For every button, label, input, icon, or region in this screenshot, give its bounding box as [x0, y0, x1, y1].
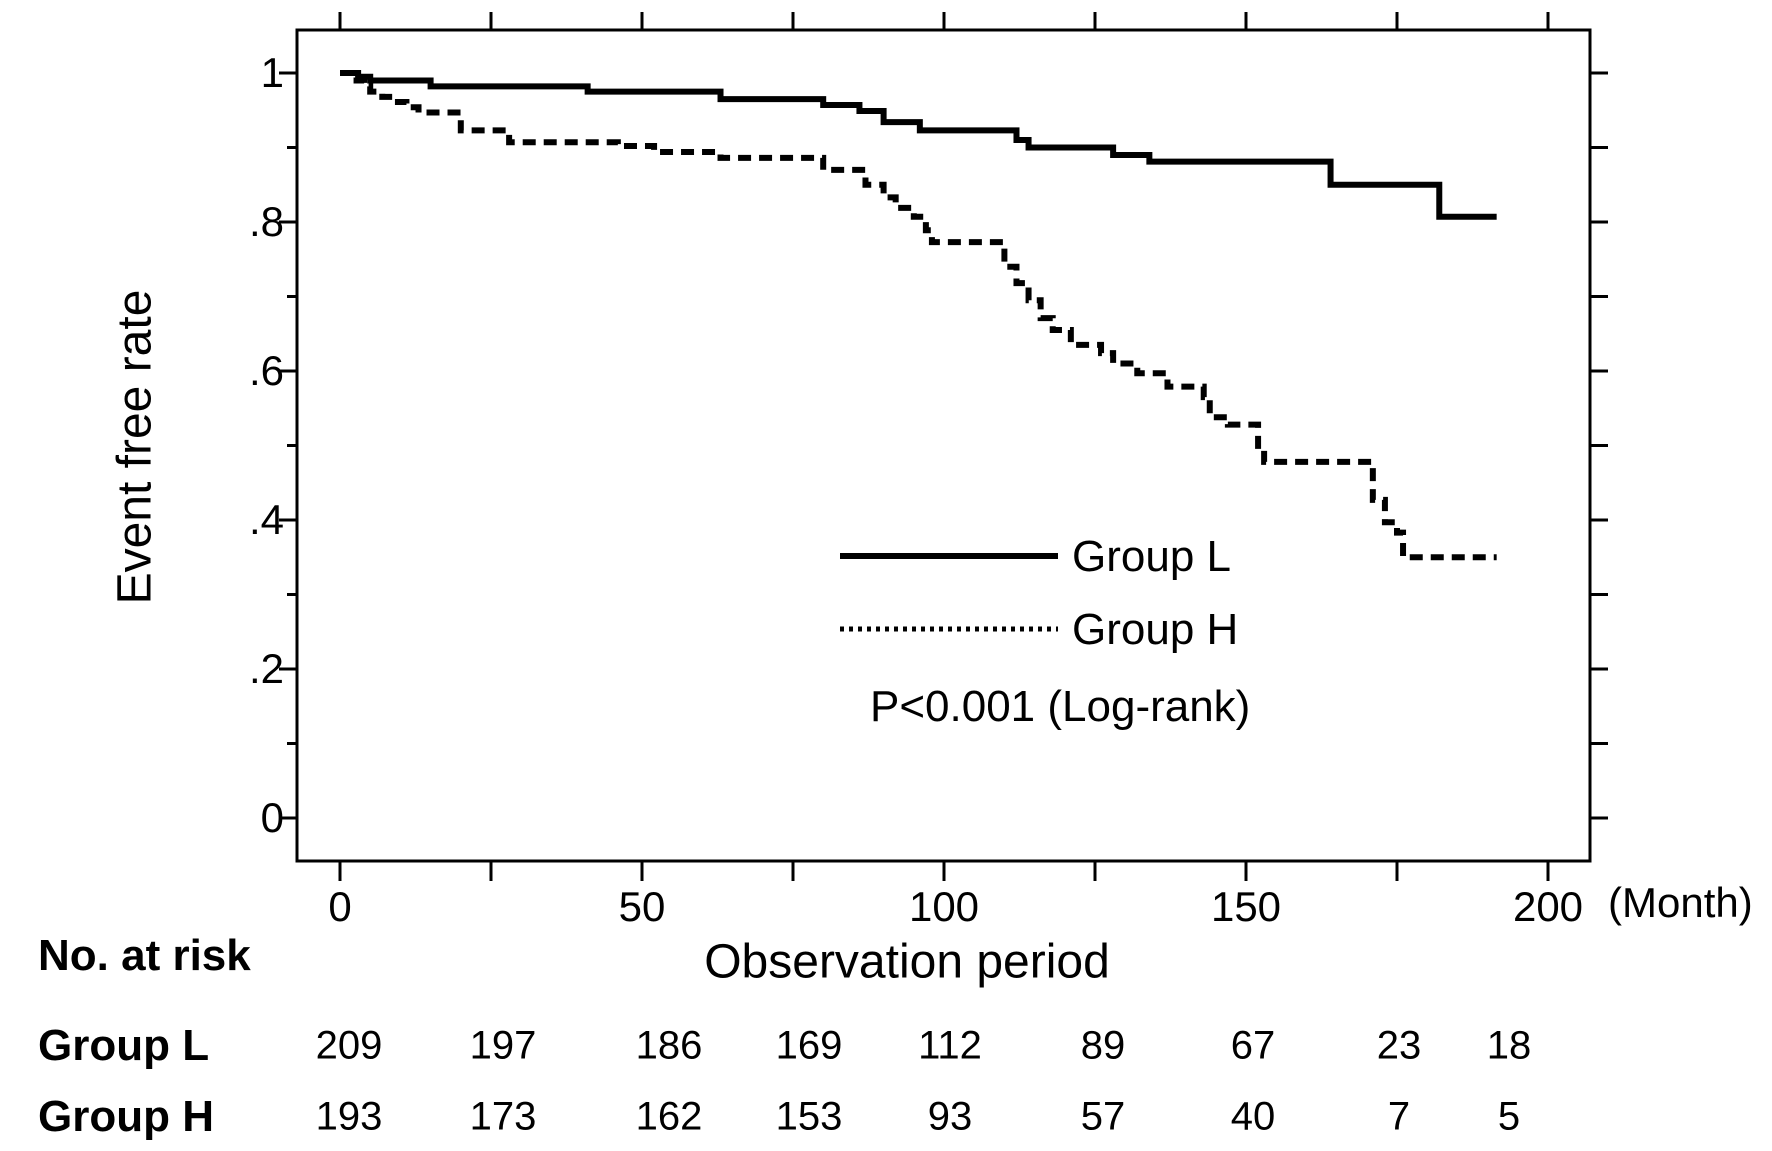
risk-count: 186 — [635, 1023, 703, 1068]
x-tick-label: 100 — [908, 883, 980, 930]
risk-count: 193 — [315, 1094, 383, 1139]
risk-count: 23 — [1376, 1023, 1422, 1068]
risk-count: 169 — [775, 1023, 843, 1068]
y-tick-label: 1 — [260, 49, 284, 96]
risk-count: 197 — [469, 1023, 537, 1068]
risk-row-label: Group H — [38, 1092, 214, 1141]
x-tick-label: 150 — [1210, 883, 1282, 930]
y-tick-label: 0 — [260, 794, 284, 841]
risk-count: 112 — [918, 1023, 982, 1068]
y-tick-label: .4 — [248, 496, 284, 543]
legend-label-group-l: Group L — [1072, 532, 1231, 581]
risk-count: 67 — [1230, 1023, 1276, 1068]
log-rank-pvalue-text: P<0.001 (Log-rank) — [870, 682, 1251, 731]
x-tick-label: 200 — [1512, 883, 1584, 930]
risk-row-label: Group L — [38, 1021, 210, 1070]
risk-count: 153 — [775, 1094, 843, 1139]
x-tick-label: 0 — [328, 883, 352, 930]
risk-count: 93 — [927, 1094, 973, 1139]
y-tick-label: .8 — [248, 198, 284, 245]
risk-table-heading: No. at risk — [38, 931, 251, 980]
risk-count: 209 — [315, 1023, 383, 1068]
risk-count: 7 — [1387, 1094, 1411, 1139]
risk-count: 162 — [635, 1094, 703, 1139]
legend-label-group-h: Group H — [1072, 605, 1239, 654]
risk-count: 89 — [1080, 1023, 1126, 1068]
y-tick-label: .2 — [248, 645, 284, 692]
x-axis-title: Observation period — [704, 935, 1110, 989]
risk-count: 57 — [1080, 1094, 1126, 1139]
survival-curve-group-l — [340, 70, 1497, 220]
y-tick-label: .6 — [248, 347, 284, 394]
x-axis-unit-label: (Month) — [1608, 879, 1753, 926]
risk-count: 173 — [469, 1094, 537, 1139]
risk-count: 40 — [1230, 1094, 1276, 1139]
y-axis-title: Event free rate — [108, 289, 162, 605]
risk-count: 5 — [1497, 1094, 1521, 1139]
risk-count: 18 — [1486, 1023, 1532, 1068]
x-tick-label: 50 — [618, 883, 666, 930]
plot-border — [295, 28, 1592, 863]
survival-curve-group-h — [340, 70, 1497, 561]
